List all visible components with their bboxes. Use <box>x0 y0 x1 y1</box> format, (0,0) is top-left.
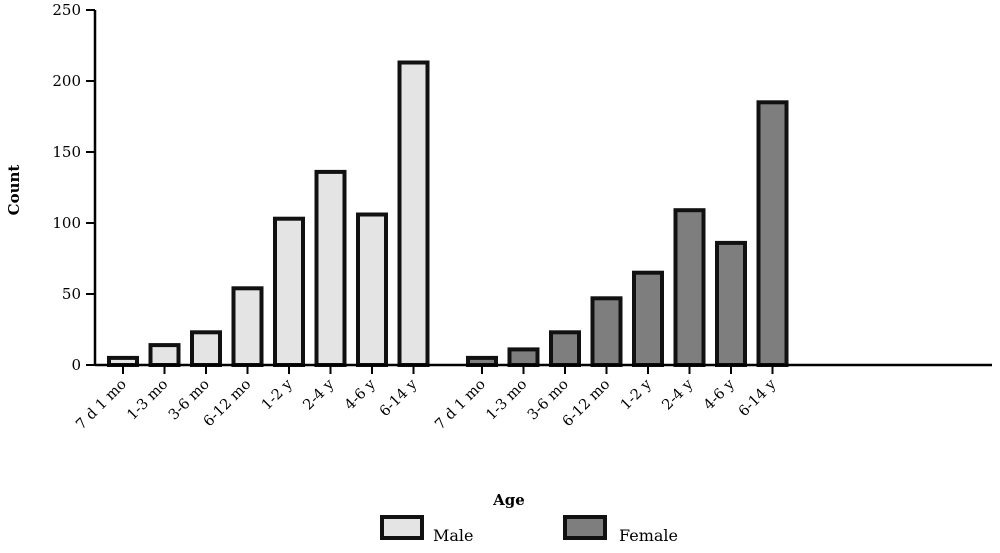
bar-male-5 <box>273 216 305 367</box>
legend-swatch-male <box>380 515 424 540</box>
bar-male-4 <box>231 286 264 367</box>
legend-swatch-female <box>563 515 607 540</box>
legend-item-male: Male <box>380 515 474 545</box>
x-tick-label-female-2: 1-3 mo <box>483 377 530 424</box>
x-tick-label-female-8: 6-14 y <box>736 376 780 420</box>
y-axis-title: Count <box>5 165 23 216</box>
bars-layer <box>107 60 789 368</box>
bar-female-2 <box>507 347 540 367</box>
x-tick-label-female-5: 1-2 y <box>618 376 655 413</box>
legend: Male Female <box>380 515 678 545</box>
x-tick-label-male-5: 1-2 y <box>259 376 296 413</box>
bar-male-6 <box>314 169 347 367</box>
x-tick-label-female-1: 7 d 1 mo <box>432 377 489 434</box>
y-tick-label-0: 0 <box>71 356 81 374</box>
x-tick-label-male-1: 7 d 1 mo <box>73 377 130 434</box>
bar-male-2 <box>148 343 181 368</box>
bar-male-8 <box>397 60 430 367</box>
bar-female-3 <box>549 330 581 367</box>
bar-female-8 <box>756 100 789 368</box>
bar-female-6 <box>673 208 706 367</box>
x-axis-title: Age <box>492 491 525 509</box>
legend-item-female: Female <box>563 515 678 545</box>
x-tick-label-male-7: 4-6 y <box>342 376 379 413</box>
x-tick-label-male-8: 6-14 y <box>377 376 421 420</box>
y-tick-label-50: 50 <box>62 285 81 303</box>
y-tick-label-150: 150 <box>52 143 81 161</box>
bar-male-7 <box>356 212 388 367</box>
x-tick-label-male-2: 1-3 mo <box>124 377 171 424</box>
legend-label-female: Female <box>619 526 678 545</box>
y-tick-label-100: 100 <box>52 214 81 232</box>
y-tick-label-200: 200 <box>52 72 81 90</box>
legend-label-male: Male <box>433 526 474 545</box>
x-tick-label-female-7: 4-6 y <box>701 376 738 413</box>
y-tick-label-250: 250 <box>52 1 81 19</box>
bar-female-7 <box>715 240 747 367</box>
x-tick-label-female-6: 2-4 y <box>659 376 696 413</box>
axes-layer <box>86 9 992 374</box>
bar-male-3 <box>190 330 222 367</box>
bar-female-5 <box>632 270 664 368</box>
x-tick-label-male-6: 2-4 y <box>300 376 337 413</box>
bar-female-4 <box>590 296 623 367</box>
